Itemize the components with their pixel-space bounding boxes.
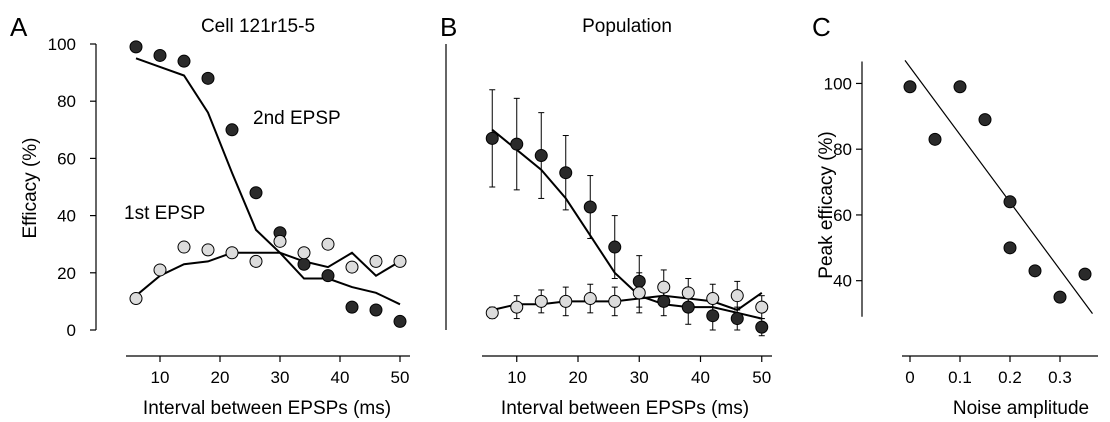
panel-b-series-0-point xyxy=(583,200,597,214)
panel-b-series-2-point xyxy=(657,280,671,294)
panel-b-x-tick-label: 10 xyxy=(507,368,526,387)
panel-a-y-tick-label: 20 xyxy=(57,264,76,283)
panel-b-series-0-point xyxy=(657,294,671,308)
panel-b-series-0-point xyxy=(534,149,548,163)
panel-c-x-tick-label: 0.2 xyxy=(998,368,1022,387)
panel-b-series-0-point xyxy=(755,320,769,334)
panel-a-xlabel: Interval between EPSPs (ms) xyxy=(143,398,391,419)
panel-a-ylabel: Efficacy (%) xyxy=(20,137,41,238)
panel-a-series-0-point xyxy=(225,123,239,137)
panel-a-series-2-point xyxy=(153,263,167,277)
panel-a-series-2-point xyxy=(273,234,287,248)
panel-a-x-tick-label: 20 xyxy=(211,368,230,387)
panel-a-series-2-point xyxy=(201,243,215,257)
panel-a-series-3-line xyxy=(135,251,401,297)
panel-c-y-tick-label: 40 xyxy=(833,272,852,291)
panel-a-y-tick-label: 100 xyxy=(48,35,76,54)
plot-layer: 10 20 30 40 50 0 20 40 60 80 100 10 20 30 40 50 0 0.1 0.2 0… xyxy=(48,35,1098,387)
panel-c-series-0-point xyxy=(978,113,992,127)
panel-c-xlabel: Noise amplitude xyxy=(953,398,1089,419)
panel-a-series-0-point xyxy=(201,71,215,85)
panel-a-x-tick-label: 50 xyxy=(391,368,410,387)
panel-a-series-0-point xyxy=(249,186,263,200)
panel-a-series-0-point xyxy=(321,269,335,283)
panel-b-series-2-point xyxy=(730,289,744,303)
panel-b-series-2-point xyxy=(510,300,524,314)
panel-b-series-0-point xyxy=(706,309,720,323)
panel-letter-a: A xyxy=(10,12,28,42)
panel-letter-c: C xyxy=(812,12,831,42)
panel-b-series-2-point xyxy=(583,292,597,306)
panel-a-series-0-point xyxy=(345,300,359,314)
panel-a-x-tick-label: 40 xyxy=(331,368,350,387)
panel-b-series-2-point xyxy=(681,286,695,300)
panel-c-series-0-point xyxy=(1003,241,1017,255)
panel-b-series-2-point xyxy=(559,294,573,308)
panel-a-series-1-line xyxy=(135,57,401,306)
panel-a-y-tick-label: 80 xyxy=(57,92,76,111)
panel-a-series-0-point xyxy=(369,303,383,317)
panel-c-ylabel: Peak efficacy (%) xyxy=(816,131,837,278)
panel-a-series-0-point xyxy=(129,40,143,54)
panel-c-y-tick-label: 100 xyxy=(824,74,852,93)
panel-b-series-2-point xyxy=(755,300,769,314)
panel-a-series-0-point xyxy=(297,257,311,271)
panel-b-xlabel: Interval between EPSPs (ms) xyxy=(501,398,749,419)
panel-b-series-0-point xyxy=(510,137,524,151)
panel-b-series-0-point xyxy=(730,312,744,326)
panel-c-series-0-point xyxy=(1078,267,1092,281)
panel-b-series-1-line xyxy=(491,129,763,320)
panel-b-series-2-point xyxy=(632,286,646,300)
panel-c-series-0-point xyxy=(903,80,917,94)
panel-a-series-0-point xyxy=(153,48,167,62)
panel-b-series-2-point xyxy=(534,294,548,308)
panel-a-series-2-point xyxy=(249,254,263,268)
panel-c-x-tick-label: 0.3 xyxy=(1048,368,1072,387)
panel-c-y-tick-label: 60 xyxy=(833,206,852,225)
panel-b-x-tick-label: 40 xyxy=(691,368,710,387)
panel-c-series-1-line xyxy=(904,60,1093,314)
panel-a-series-0-point xyxy=(177,54,191,68)
annotation-2nd-epsp: 2nd EPSP xyxy=(253,108,341,129)
panel-c-x-tick-label: 0.1 xyxy=(948,368,972,387)
panel-a-y-tick-label: 0 xyxy=(67,321,76,340)
panel-c-series-0-point xyxy=(1053,290,1067,304)
panel-b-series-3-line xyxy=(492,291,763,312)
panel-letter-b: B xyxy=(440,12,457,42)
panel-c-series-0-point xyxy=(953,80,967,94)
panel-a-series-2-point xyxy=(345,260,359,274)
panel-b-title: Population xyxy=(582,16,672,37)
panel-b-series-2-point xyxy=(706,292,720,306)
panel-b-series-2-point xyxy=(485,306,499,320)
panel-a-y-tick-label: 40 xyxy=(57,207,76,226)
panel-b-series-0-point xyxy=(632,274,646,288)
panel-a-x-tick-label: 30 xyxy=(271,368,290,387)
panel-c-series-0-point xyxy=(1003,195,1017,209)
panel-a-series-2-point xyxy=(369,254,383,268)
panel-c-x-tick-label: 0 xyxy=(905,368,914,387)
panel-a-series-2-point xyxy=(225,246,239,260)
panel-b-x-tick-label: 20 xyxy=(569,368,588,387)
panel-b-x-tick-label: 30 xyxy=(630,368,649,387)
panel-b-series-0-point xyxy=(681,300,695,314)
panel-b-series-0-point xyxy=(485,131,499,145)
panel-a-y-tick-label: 60 xyxy=(57,149,76,168)
panel-a-series-2-point xyxy=(297,246,311,260)
panel-a-series-2-point xyxy=(177,240,191,254)
panel-b-x-tick-label: 50 xyxy=(752,368,771,387)
panel-c-series-0-point xyxy=(1028,264,1042,278)
panel-c-y-tick-label: 80 xyxy=(833,140,852,159)
panel-a-series-2-point xyxy=(393,254,407,268)
panel-a-x-tick-label: 10 xyxy=(151,368,170,387)
panel-a-series-0-point xyxy=(393,314,407,328)
panel-b-series-2-point xyxy=(608,294,622,308)
panel-a-series-2-point xyxy=(129,292,143,306)
panel-b-series-0-point xyxy=(559,166,573,180)
panel-a-series-2-point xyxy=(321,237,335,251)
panel-c-series-0-point xyxy=(928,132,942,146)
annotation-1st-epsp: 1st EPSP xyxy=(124,203,205,224)
panel-a-title: Cell 121r15-5 xyxy=(201,16,315,37)
panel-b-series-0-point xyxy=(608,240,622,254)
